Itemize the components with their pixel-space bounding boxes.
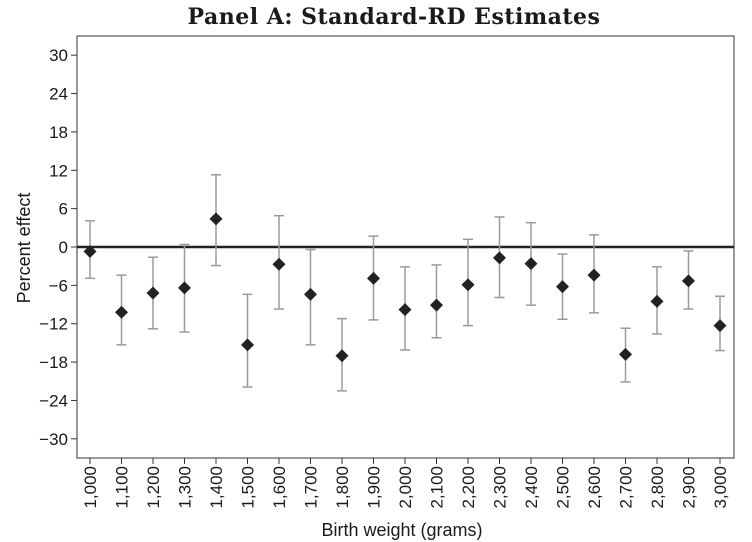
x-tick-label: 2,800 bbox=[648, 466, 667, 509]
x-tick-label: 3,000 bbox=[711, 466, 730, 509]
estimate-marker bbox=[430, 298, 443, 312]
y-axis-label: Percent effect bbox=[14, 193, 34, 304]
y-tick-label: 24 bbox=[49, 85, 68, 104]
error-bars bbox=[85, 173, 725, 392]
estimate-marker bbox=[619, 347, 632, 361]
estimate-marker bbox=[241, 338, 254, 352]
x-tick-label: 2,300 bbox=[491, 466, 510, 509]
y-tick-label: −24 bbox=[39, 391, 68, 410]
x-tick-label: 2,200 bbox=[459, 466, 478, 509]
estimate-marker bbox=[304, 287, 317, 301]
x-tick-label: 2,900 bbox=[680, 466, 699, 509]
x-tick-label: 2,500 bbox=[554, 466, 573, 509]
x-tick-label: 1,800 bbox=[333, 466, 352, 509]
estimate-marker bbox=[83, 244, 97, 258]
x-tick-label: 1,900 bbox=[365, 466, 384, 509]
x-tick-label: 1,400 bbox=[207, 466, 226, 509]
y-tick-label: −12 bbox=[39, 315, 68, 334]
y-tick-label: 18 bbox=[49, 123, 68, 142]
x-tick-label: 1,300 bbox=[176, 466, 195, 509]
estimate-marker bbox=[178, 281, 191, 295]
y-tick-label: −6 bbox=[49, 276, 68, 295]
x-tick-label: 1,000 bbox=[81, 466, 100, 509]
y-tick-label: −18 bbox=[39, 353, 68, 372]
estimate-marker bbox=[650, 294, 664, 308]
y-tick-label: 6 bbox=[59, 200, 68, 219]
point-estimates bbox=[83, 212, 727, 363]
y-tick-label: 30 bbox=[49, 46, 68, 65]
estimate-marker bbox=[524, 257, 538, 271]
chart-title: Panel A: Standard-RD Estimates bbox=[188, 4, 601, 30]
x-tick-label: 2,100 bbox=[428, 466, 447, 509]
y-axis: 30 24 18 12 6 0 −6 −12 −18 −24 −30 bbox=[39, 46, 77, 449]
x-tick-label: 2,400 bbox=[522, 466, 541, 509]
x-tick-label: 2,600 bbox=[585, 466, 604, 509]
estimate-marker bbox=[556, 280, 569, 294]
estimate-marker bbox=[587, 268, 601, 282]
estimate-marker bbox=[398, 303, 412, 317]
x-tick-label: 1,200 bbox=[144, 466, 163, 509]
x-tick-label: 1,500 bbox=[239, 466, 258, 509]
x-tick-label: 2,700 bbox=[617, 466, 636, 509]
y-tick-label: 0 bbox=[59, 238, 68, 257]
y-tick-label: −30 bbox=[39, 430, 68, 449]
x-tick-label: 2,000 bbox=[396, 466, 415, 509]
x-tick-label: 1,100 bbox=[113, 466, 132, 509]
y-tick-label: 12 bbox=[49, 161, 68, 180]
estimate-marker bbox=[146, 286, 160, 300]
estimate-marker bbox=[209, 212, 223, 226]
x-axis: 1,000 1,100 1,200 1,300 1,400 1,500 1,600 1,700… bbox=[81, 458, 730, 509]
estimate-marker bbox=[461, 278, 475, 292]
estimate-marker bbox=[682, 274, 695, 288]
x-tick-label: 1,600 bbox=[270, 466, 289, 509]
estimate-marker bbox=[115, 305, 128, 319]
estimate-marker bbox=[367, 271, 380, 285]
x-axis-label: Birth weight (grams) bbox=[321, 520, 482, 540]
x-tick-label: 1,700 bbox=[302, 466, 321, 509]
estimate-marker bbox=[272, 257, 286, 271]
estimate-marker bbox=[493, 251, 506, 265]
estimate-marker bbox=[335, 349, 349, 363]
estimate-marker bbox=[713, 319, 727, 333]
